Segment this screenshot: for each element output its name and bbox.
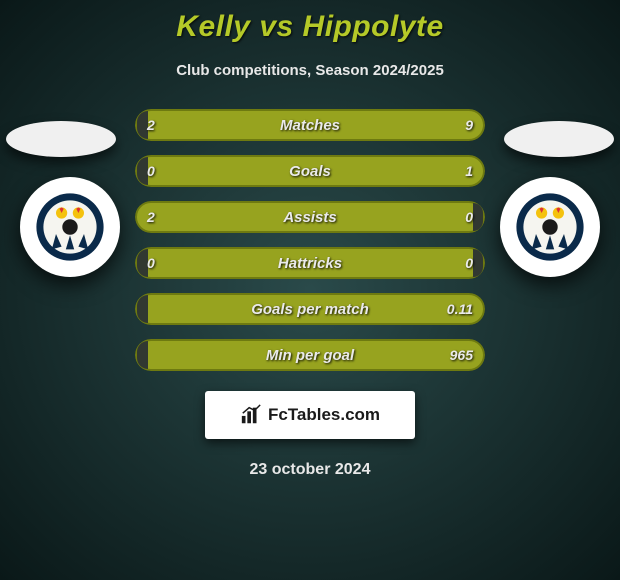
stat-row: 29Matches <box>135 109 485 141</box>
stat-track <box>135 155 485 187</box>
stat-bars: 29Matches 01Goals 20Assists 00Hattricks 0.11… <box>135 109 485 385</box>
player-left-ellipse <box>6 121 116 157</box>
stat-track <box>135 339 485 371</box>
player-right-ellipse <box>504 121 614 157</box>
stat-fill-left <box>137 111 148 139</box>
stat-fill-left <box>137 249 148 277</box>
afc-wimbledon-crest-icon <box>515 192 585 262</box>
stat-row: 965Min per goal <box>135 339 485 371</box>
brand-label: FcTables.com <box>268 405 380 425</box>
stat-track <box>135 247 485 279</box>
stat-track <box>135 201 485 233</box>
stat-row: 20Assists <box>135 201 485 233</box>
stat-row: 00Hattricks <box>135 247 485 279</box>
stat-track <box>135 109 485 141</box>
stat-fill-left <box>137 341 148 369</box>
stat-fill-left <box>137 157 148 185</box>
stat-fill-left <box>137 295 148 323</box>
date-label: 23 october 2024 <box>0 461 620 479</box>
subtitle: Club competitions, Season 2024/2025 <box>0 62 620 79</box>
comparison-panel: 29Matches 01Goals 20Assists 00Hattricks 0.11… <box>0 109 620 379</box>
stat-track <box>135 293 485 325</box>
chart-bars-icon <box>240 404 262 426</box>
club-badge-right <box>500 177 600 277</box>
brand-box: FcTables.com <box>205 391 415 439</box>
stat-row: 0.11Goals per match <box>135 293 485 325</box>
club-badge-left <box>20 177 120 277</box>
page-title: Kelly vs Hippolyte <box>0 0 620 44</box>
stat-row: 01Goals <box>135 155 485 187</box>
afc-wimbledon-crest-icon <box>35 192 105 262</box>
